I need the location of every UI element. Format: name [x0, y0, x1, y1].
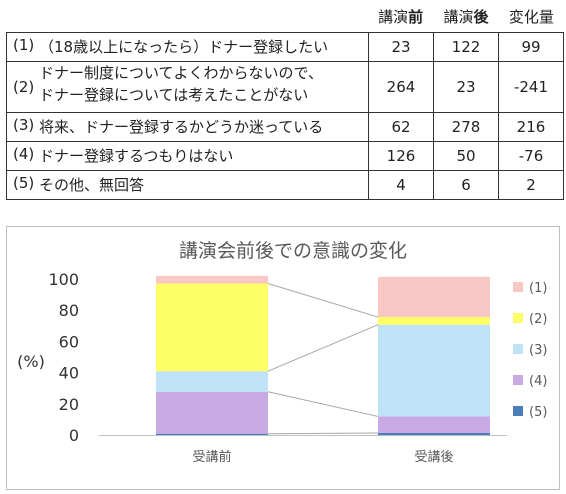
legend-swatch — [513, 406, 523, 416]
y-tick-label: 60 — [59, 332, 79, 351]
change-value: 99 — [498, 32, 564, 62]
y-tick-label: 0 — [69, 426, 79, 445]
table-row: (3) 将来、ドナー登録するかどうか迷っている 62 278 216 — [6, 112, 564, 142]
bar-segment — [156, 371, 268, 392]
y-tick-label: 20 — [59, 395, 79, 414]
table-row: (2)ドナー制度についてよくわからないので、 ドナー登録については考えたことがない… — [6, 61, 564, 113]
change-value: 2 — [498, 170, 564, 200]
connector-line — [267, 391, 379, 417]
header-before: 講演前 — [378, 8, 424, 26]
after-value: 50 — [433, 141, 499, 171]
bar-segment — [378, 324, 490, 417]
after-value: 23 — [433, 61, 499, 113]
before-value: 4 — [368, 170, 434, 200]
bar-segment — [156, 391, 268, 434]
table-row: (1) （18歳以上になったら）ドナー登録したい 23 122 99 — [6, 32, 564, 62]
row-description: (2)ドナー制度についてよくわからないので、 ドナー登録については考えたことがない — [6, 61, 369, 113]
x-tick-label: 受講後 — [414, 449, 453, 465]
legend-swatch — [513, 375, 523, 385]
legend-label: (4) — [529, 374, 547, 389]
chart-area: 講演会前後での意識の変化 (%) 0 20 40 60 80 100 受講前 受講後 (1) (… — [6, 226, 560, 490]
header-after: 講演後 — [443, 8, 489, 26]
change-value: -241 — [498, 61, 564, 113]
y-axis-label: (%) — [17, 352, 45, 371]
y-tick-label: 100 — [48, 270, 79, 289]
x-tick-label: 受講前 — [192, 449, 231, 465]
legend-label: (5) — [529, 405, 547, 420]
after-value: 6 — [433, 170, 499, 200]
before-value: 264 — [368, 61, 434, 113]
row-description: (1) （18歳以上になったら）ドナー登録したい — [6, 32, 369, 62]
bar-segment — [156, 433, 268, 435]
row-description: (5) その他、無回答 — [6, 170, 369, 200]
change-value: -76 — [498, 141, 564, 171]
bar-segment — [378, 276, 490, 318]
before-value: 23 — [368, 32, 434, 62]
survey-table: (1) （18歳以上になったら）ドナー登録したい 23 122 99 (2)ドナー… — [6, 32, 564, 200]
connector-line — [267, 432, 379, 435]
y-tick-label: 80 — [59, 301, 79, 320]
chart-title: 講演会前後での意識の変化 — [179, 240, 407, 262]
legend-swatch — [513, 282, 523, 292]
before-value: 126 — [368, 141, 434, 171]
bar-segment — [156, 283, 268, 372]
legend-label: (2) — [529, 312, 547, 327]
bar-segment — [378, 416, 490, 433]
legend-label: (1) — [529, 281, 547, 296]
bar-segment — [378, 432, 490, 435]
y-tick-label: 40 — [59, 364, 79, 383]
bar-segment — [378, 317, 490, 325]
row-description: (4) ドナー登録するつもりはない — [6, 141, 369, 171]
table-column-headers: 講演前 講演後 変化量 — [368, 4, 564, 30]
legend-swatch — [513, 313, 523, 323]
connector-line — [267, 283, 379, 318]
row-description: (3) 将来、ドナー登録するかどうか迷っている — [6, 112, 369, 142]
legend-swatch — [513, 344, 523, 354]
connector-line — [267, 324, 379, 372]
after-value: 278 — [433, 112, 499, 142]
table-row: (4) ドナー登録するつもりはない 126 50 -76 — [6, 141, 564, 171]
after-value: 122 — [433, 32, 499, 62]
legend-label: (3) — [529, 343, 547, 358]
change-value: 216 — [498, 112, 564, 142]
before-value: 62 — [368, 112, 434, 142]
bar-segment — [156, 275, 268, 284]
stacked-bar-chart: 講演会前後での意識の変化 (%) 0 20 40 60 80 100 受講前 受講後 (1) (… — [17, 240, 547, 465]
header-change: 変化量 — [508, 8, 554, 26]
table-row: (5) その他、無回答 4 6 2 — [6, 170, 564, 200]
